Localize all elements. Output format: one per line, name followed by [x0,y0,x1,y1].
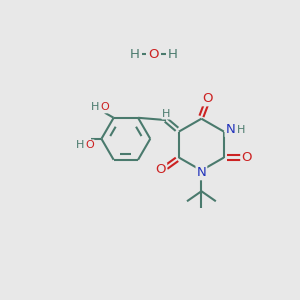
Text: O: O [148,48,159,61]
Text: H: H [130,48,140,61]
Text: O: O [202,92,213,105]
Text: O: O [85,140,94,150]
Text: O: O [241,151,252,164]
Text: H: H [162,109,171,118]
Text: O: O [156,164,166,176]
Text: N: N [196,166,206,179]
Text: N: N [226,123,235,136]
Text: H: H [168,48,178,61]
Text: H: H [90,102,99,112]
Text: O: O [100,102,109,112]
Text: H: H [237,125,246,135]
Text: H: H [75,140,84,150]
